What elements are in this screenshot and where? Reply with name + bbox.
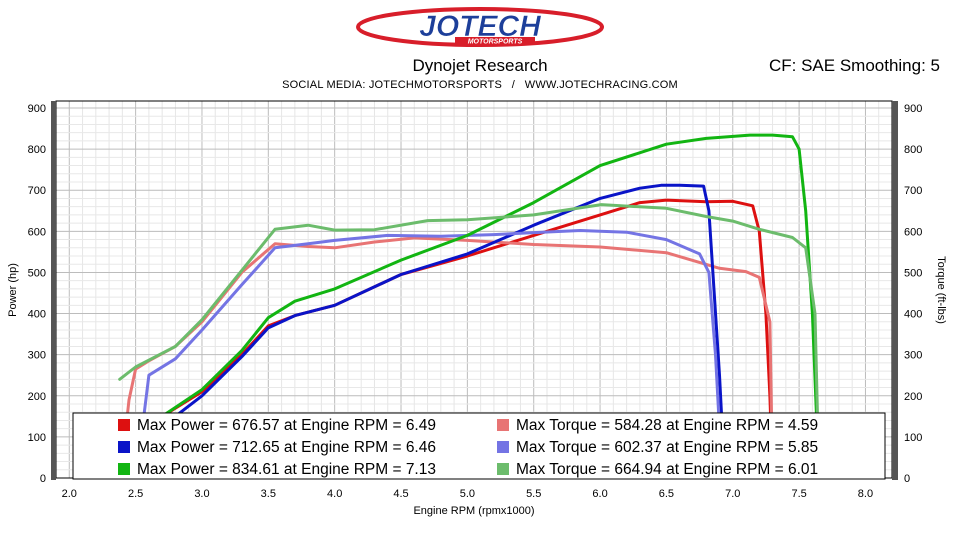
y-tick-label-right: 200 xyxy=(904,391,922,403)
y-tick-label-left: 200 xyxy=(28,391,46,403)
y-tick-label-right: 500 xyxy=(904,267,922,279)
y-tick-label-left: 600 xyxy=(28,226,46,238)
y-tick-label-left: 900 xyxy=(28,103,46,115)
legend-swatch xyxy=(118,463,130,475)
series-line-6-torque xyxy=(118,203,821,480)
legend-swatch xyxy=(118,419,130,431)
series-line-5-power xyxy=(147,133,821,480)
jotech-logo: JOTECH MOTORSPORTS xyxy=(356,7,604,47)
legend-label: Max Power = 712.65 at Engine RPM = 6.46 xyxy=(137,439,436,456)
left-axis-bar xyxy=(51,101,56,480)
x-tick-label: 6.5 xyxy=(659,488,674,500)
legend-swatch xyxy=(118,441,130,453)
page-title: Dynojet Research xyxy=(412,56,548,75)
series-line-3-power xyxy=(147,183,727,480)
legend-label: Max Torque = 584.28 at Engine RPM = 4.59 xyxy=(516,417,818,434)
legend: Max Power = 676.57 at Engine RPM = 6.49 M… xyxy=(72,412,886,480)
correction-factor: CF: SAE Smoothing: 5 xyxy=(768,56,940,75)
legend-label: Max Torque = 664.94 at Engine RPM = 6.01 xyxy=(516,461,818,478)
x-tick-label: 5.5 xyxy=(526,488,541,500)
social-media-line: SOCIAL MEDIA: JOTECHMOTORSPORTS / WWW.JO… xyxy=(282,79,678,91)
y-axis-right: 0 100 200 300 400 500 600 700 800 900 xyxy=(904,103,922,485)
y-tick-label-left: 0 xyxy=(40,473,46,485)
series-layer xyxy=(118,133,821,480)
x-tick-label: 7.0 xyxy=(725,488,740,500)
y-tick-label-left: 300 xyxy=(28,350,46,362)
y-tick-label-right: 0 xyxy=(904,473,910,485)
legend-label: Max Power = 676.57 at Engine RPM = 6.49 xyxy=(137,417,436,434)
x-tick-label: 4.0 xyxy=(327,488,342,500)
legend-label: Max Power = 834.61 at Engine RPM = 7.13 xyxy=(137,461,436,478)
x-axis: 2.0 2.5 3.0 3.5 4.0 4.5 5.0 5.5 6.0 6.5 7.0 7.5 8.0 xyxy=(62,488,873,500)
y-tick-label-right: 700 xyxy=(904,185,922,197)
x-tick-label: 2.5 xyxy=(128,488,143,500)
y-tick-label-right: 600 xyxy=(904,226,922,238)
right-axis-bar xyxy=(892,101,898,480)
legend-label: Max Torque = 602.37 at Engine RPM = 5.85 xyxy=(516,439,818,456)
x-tick-label: 4.5 xyxy=(393,488,408,500)
y-tick-label-left: 100 xyxy=(28,432,46,444)
legend-swatch xyxy=(497,463,509,475)
x-axis-label: Engine RPM (rpmx1000) xyxy=(413,505,534,517)
series-line-4-torque xyxy=(140,229,724,480)
y-axis-left-label: Power (hp) xyxy=(7,263,19,317)
x-tick-label: 3.0 xyxy=(194,488,209,500)
y-tick-label-right: 800 xyxy=(904,144,922,156)
x-tick-label: 6.0 xyxy=(592,488,607,500)
y-tick-label-right: 900 xyxy=(904,103,922,115)
y-axis-left: 0 100 200 300 400 500 600 700 800 900 xyxy=(28,103,46,485)
x-tick-label: 8.0 xyxy=(858,488,873,500)
x-tick-label: 7.5 xyxy=(791,488,806,500)
x-tick-label: 2.0 xyxy=(62,488,77,500)
x-tick-label: 3.5 xyxy=(261,488,276,500)
y-tick-label-left: 500 xyxy=(28,267,46,279)
y-tick-label-left: 800 xyxy=(28,144,46,156)
x-tick-label: 5.0 xyxy=(460,488,475,500)
legend-box xyxy=(72,412,886,480)
legend-swatch xyxy=(497,441,509,453)
y-tick-label-right: 300 xyxy=(904,350,922,362)
y-axis-right-label: Torque (ft-lbs) xyxy=(935,256,947,324)
y-tick-label-right: 400 xyxy=(904,309,922,321)
legend-swatch xyxy=(497,419,509,431)
y-tick-label-left: 700 xyxy=(28,185,46,197)
y-tick-label-right: 100 xyxy=(904,432,922,444)
y-tick-label-left: 400 xyxy=(28,309,46,321)
logo-subtext: MOTORSPORTS xyxy=(468,39,523,46)
